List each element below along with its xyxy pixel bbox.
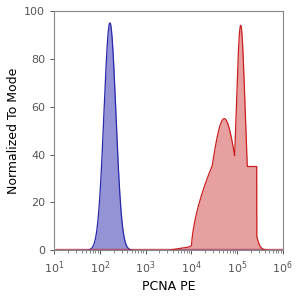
Y-axis label: Normalized To Mode: Normalized To Mode bbox=[7, 68, 20, 194]
X-axis label: PCNA PE: PCNA PE bbox=[142, 280, 195, 293]
